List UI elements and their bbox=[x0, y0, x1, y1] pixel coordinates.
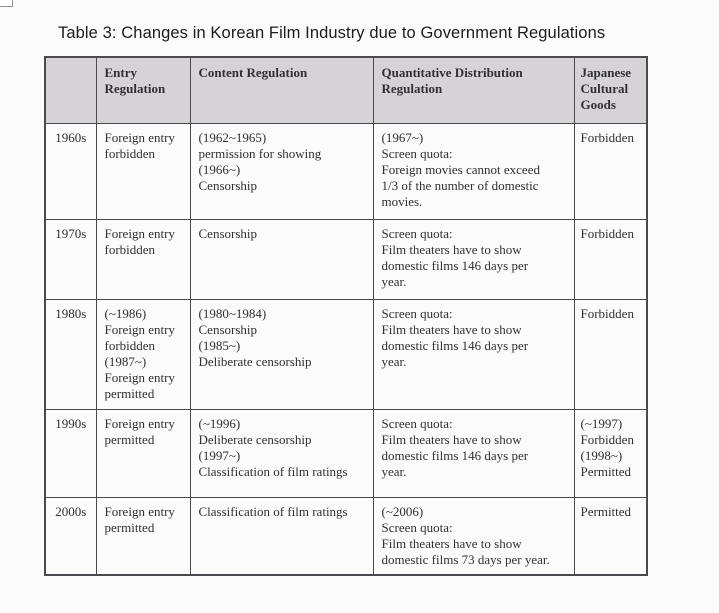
cell-1980s-japanese: Forbidden bbox=[573, 298, 648, 410]
header-row: Entry Regulation Content Regulation Quan… bbox=[44, 56, 648, 124]
cell-1960s-content: (1962~1965) permission for showing (1966… bbox=[189, 122, 374, 220]
cell-2000s-quantitative: (~2006) Screen quota: Film theaters have… bbox=[372, 496, 575, 575]
cell-1990s-japanese: (~1997) Forbidden (1998~) Permitted bbox=[573, 408, 648, 498]
table-row: 1980s (~1986) Foreign entry forbidden (1… bbox=[44, 298, 648, 410]
cell-1960s-japanese: Forbidden bbox=[573, 122, 648, 220]
column-header-entry-regulation: Entry Regulation bbox=[95, 56, 191, 124]
cell-2000s-japanese: Permitted bbox=[573, 496, 648, 575]
cell-1990s-entry: Foreign entry permitted bbox=[95, 408, 191, 498]
cell-2000s-entry: Foreign entry permitted bbox=[95, 496, 191, 575]
cell-1970s-entry: Foreign entry forbidden bbox=[95, 218, 191, 300]
column-header-decade bbox=[44, 56, 97, 124]
cell-1960s-entry: Foreign entry forbidden bbox=[95, 122, 191, 220]
cell-1990s-decade: 1990s bbox=[44, 408, 97, 498]
column-header-content-regulation: Content Regulation bbox=[189, 56, 374, 124]
cell-1960s-quantitative: (1967~) Screen quota: Foreign movies can… bbox=[372, 122, 575, 220]
column-header-quantitative-distribution-regulation: Quantitative Distribution Regulation bbox=[372, 56, 575, 124]
cell-1980s-entry: (~1986) Foreign entry forbidden (1987~) … bbox=[95, 298, 191, 410]
cell-1970s-content: Censorship bbox=[189, 218, 374, 300]
table-caption: Table 3: Changes in Korean Film Industry… bbox=[58, 24, 606, 42]
cell-1960s-decade: 1960s bbox=[44, 122, 97, 220]
cell-1980s-decade: 1980s bbox=[44, 298, 97, 410]
column-header-japanese-cultural-goods: Japanese Cultural Goods bbox=[573, 56, 648, 124]
cell-1980s-quantitative: Screen quota: Film theaters have to show… bbox=[372, 298, 575, 410]
table-row: 1990s Foreign entry permitted (~1996) De… bbox=[44, 408, 648, 498]
table-row: 1970s Foreign entry forbidden Censorship… bbox=[44, 218, 648, 300]
regulations-table: Entry Regulation Content Regulation Quan… bbox=[44, 56, 648, 576]
cell-1990s-content: (~1996) Deliberate censorship (1997~) Cl… bbox=[189, 408, 374, 498]
cell-1970s-japanese: Forbidden bbox=[573, 218, 648, 300]
cell-2000s-content: Classification of film ratings bbox=[189, 496, 374, 575]
table-row: 1960s Foreign entry forbidden (1962~1965… bbox=[44, 122, 648, 220]
cell-1970s-decade: 1970s bbox=[44, 218, 97, 300]
window-corner-fragment bbox=[0, 0, 13, 7]
table-row: 2000s Foreign entry permitted Classifica… bbox=[44, 496, 648, 575]
cell-2000s-decade: 2000s bbox=[44, 496, 97, 575]
cell-1970s-quantitative: Screen quota: Film theaters have to show… bbox=[372, 218, 575, 300]
cell-1980s-content: (1980~1984) Censorship (1985~) Deliberat… bbox=[189, 298, 374, 410]
cell-1990s-quantitative: Screen quota: Film theaters have to show… bbox=[372, 408, 575, 498]
